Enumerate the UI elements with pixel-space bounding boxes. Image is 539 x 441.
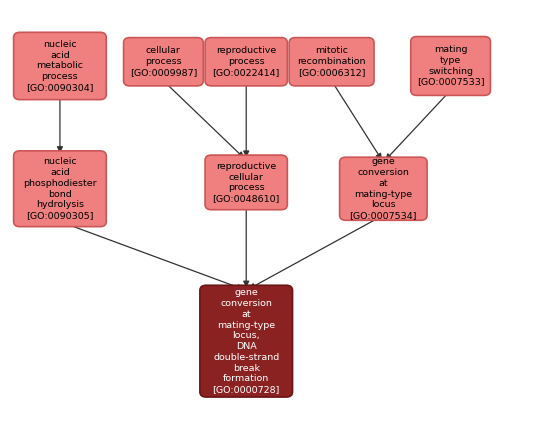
FancyBboxPatch shape — [123, 37, 203, 86]
Text: mitotic
recombination
[GO:0006312]: mitotic recombination [GO:0006312] — [298, 46, 366, 77]
FancyBboxPatch shape — [411, 37, 490, 95]
FancyBboxPatch shape — [200, 285, 293, 397]
Text: nucleic
acid
phosphodiester
bond
hydrolysis
[GO:0090305]: nucleic acid phosphodiester bond hydroly… — [23, 157, 96, 220]
Text: gene
conversion
at
mating-type
locus,
DNA
double-strand
break
formation
[GO:0000: gene conversion at mating-type locus, DN… — [212, 288, 280, 394]
Text: reproductive
process
[GO:0022414]: reproductive process [GO:0022414] — [212, 46, 280, 77]
FancyBboxPatch shape — [289, 37, 374, 86]
FancyBboxPatch shape — [13, 151, 106, 227]
Text: mating
type
switching
[GO:0007533]: mating type switching [GO:0007533] — [417, 45, 485, 86]
FancyBboxPatch shape — [340, 157, 427, 220]
FancyBboxPatch shape — [13, 32, 106, 100]
Text: reproductive
cellular
process
[GO:0048610]: reproductive cellular process [GO:004861… — [212, 162, 280, 203]
Text: gene
conversion
at
mating-type
locus
[GO:0007534]: gene conversion at mating-type locus [GO… — [350, 157, 417, 220]
Text: cellular
process
[GO:0009987]: cellular process [GO:0009987] — [130, 46, 197, 77]
Text: nucleic
acid
metabolic
process
[GO:0090304]: nucleic acid metabolic process [GO:00903… — [26, 40, 94, 92]
FancyBboxPatch shape — [205, 155, 287, 210]
FancyBboxPatch shape — [205, 37, 287, 86]
